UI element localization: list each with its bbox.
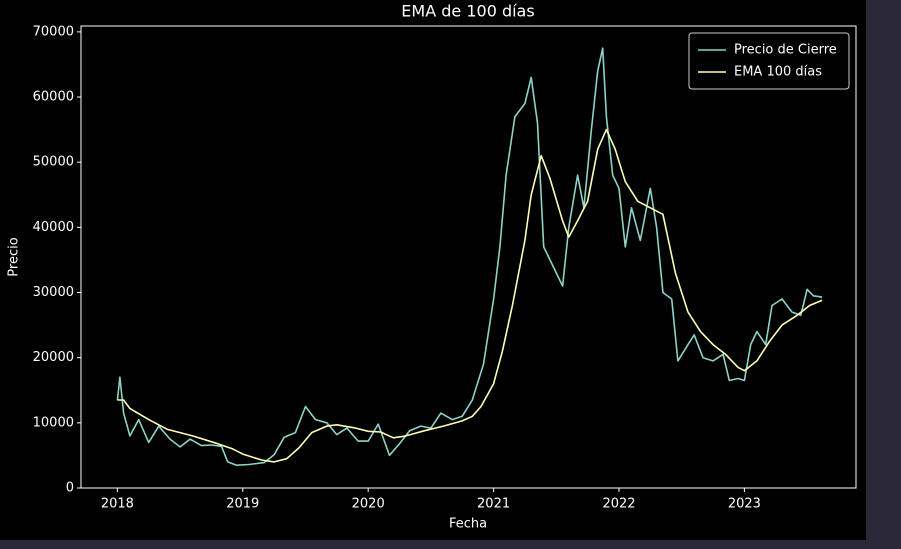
legend-label: Precio de Cierre <box>734 43 837 58</box>
x-tick-label: 2018 <box>101 497 134 512</box>
x-tick-label: 2020 <box>352 497 385 512</box>
y-tick-label: 60000 <box>33 90 74 105</box>
x-tick-label: 2023 <box>728 497 761 512</box>
y-tick-label: 0 <box>66 481 74 496</box>
chart-title: EMA de 100 días <box>401 2 534 21</box>
x-axis-label: Fecha <box>449 517 487 532</box>
series-line <box>116 47 823 466</box>
x-tick-label: 2022 <box>602 497 635 512</box>
chart: EMA de 100 días Fecha Precio 0 10000 20000… <box>0 0 866 540</box>
plot-frame <box>80 25 857 489</box>
y-tick-label: 20000 <box>33 350 74 365</box>
y-tick-label: 50000 <box>33 155 74 170</box>
legend-box <box>688 32 850 90</box>
series-line <box>117 128 823 463</box>
y-tick-label: 10000 <box>33 415 74 430</box>
x-tick-label: 2019 <box>226 497 259 512</box>
y-axis-label: Precio <box>7 237 22 276</box>
x-tick-label: 2021 <box>477 497 510 512</box>
y-tick-label: 70000 <box>33 24 74 39</box>
y-tick-label: 40000 <box>33 220 74 235</box>
legend-label: EMA 100 días <box>734 65 822 80</box>
y-tick-label: 30000 <box>33 285 74 300</box>
